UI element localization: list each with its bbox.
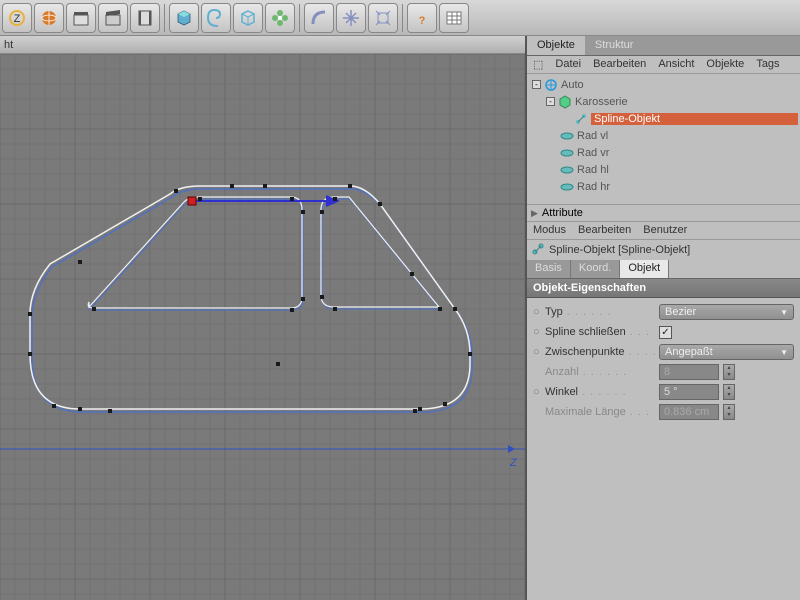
help-button[interactable]: ? bbox=[407, 3, 437, 33]
svg-text:Z: Z bbox=[509, 457, 518, 469]
object-name[interactable]: Rad vl bbox=[577, 130, 798, 142]
object-name[interactable]: Karosserie bbox=[575, 96, 798, 108]
object-icon bbox=[544, 78, 558, 92]
tree-row[interactable]: - Karosserie ✕ bbox=[529, 93, 798, 110]
undo-button[interactable]: Z bbox=[2, 3, 32, 33]
menu-ansicht[interactable]: Ansicht bbox=[658, 58, 694, 71]
object-icon bbox=[560, 146, 574, 160]
properties-panel: ○ Typ . . . . . . Bezier▼ ○ Spline schli… bbox=[527, 298, 800, 600]
spiral-button[interactable] bbox=[201, 3, 231, 33]
spinner: ▴▾ bbox=[723, 364, 735, 380]
Winkel-input[interactable]: 5 ° bbox=[659, 384, 719, 400]
viewport: ht Z bbox=[0, 36, 525, 600]
viewport-canvas[interactable]: Z bbox=[0, 54, 525, 600]
svg-text:Z: Z bbox=[14, 13, 21, 25]
Typ-select[interactable]: Bezier▼ bbox=[659, 304, 794, 320]
object-title: Spline-Objekt [Spline-Objekt] bbox=[549, 244, 690, 256]
chevron-right-icon: ▶ bbox=[531, 208, 538, 219]
menu-bearbeiten[interactable]: Bearbeiten bbox=[593, 58, 646, 71]
attribute-menubar: Modus Bearbeiten Benutzer bbox=[527, 222, 800, 240]
cube2-button[interactable] bbox=[233, 3, 263, 33]
menu-modus[interactable]: Modus bbox=[533, 224, 566, 237]
menu-bearbeiten[interactable]: Bearbeiten bbox=[578, 224, 631, 237]
spinner: ▴▾ bbox=[723, 404, 735, 420]
table-button[interactable] bbox=[439, 3, 469, 33]
prop-row: ○ Winkel . . . . . . 5 °▴▾ bbox=[533, 382, 794, 402]
side-panel: Objekte Struktur ⬚ Datei Bearbeiten Ansicht… bbox=[525, 36, 800, 600]
flower-button[interactable] bbox=[265, 3, 295, 33]
Zwischenpunkte-select[interactable]: Angepaßt▼ bbox=[659, 344, 794, 360]
transform-button[interactable] bbox=[368, 3, 398, 33]
menu-benutzer[interactable]: Benutzer bbox=[643, 224, 687, 237]
object-name[interactable]: Spline-Objekt bbox=[591, 113, 798, 125]
prop-row: Anzahl . . . . . . 8▴▾ bbox=[533, 362, 794, 382]
tree-row[interactable]: - Auto bbox=[529, 76, 798, 93]
Spline schließen-checkbox[interactable]: ✓ bbox=[659, 326, 672, 339]
prop-bullet: ○ bbox=[533, 326, 541, 338]
object-name[interactable]: Rad hr bbox=[577, 181, 798, 193]
object-icon bbox=[560, 129, 574, 143]
prop-label: Typ . . . . . . bbox=[545, 306, 655, 318]
prop-label: Spline schließen . . . . . . bbox=[545, 326, 655, 338]
main-toolbar: Z? bbox=[0, 0, 800, 36]
tree-row[interactable]: Rad hr bbox=[529, 178, 798, 195]
attribute-header[interactable]: ▶ Attribute bbox=[527, 204, 800, 222]
tab-objekte[interactable]: Objekte bbox=[527, 36, 585, 55]
subtab-koord.[interactable]: Koord. bbox=[571, 260, 620, 278]
attribute-subtabs: BasisKoord.Objekt bbox=[527, 260, 800, 278]
clapper2-button[interactable] bbox=[98, 3, 128, 33]
expand-toggle[interactable]: - bbox=[546, 97, 555, 106]
object-title-row: Spline-Objekt [Spline-Objekt] bbox=[527, 240, 800, 260]
prop-row: Maximale Länge . . . . . . 0.836 cm▴▾ bbox=[533, 402, 794, 422]
tree-row[interactable]: Rad vr bbox=[529, 144, 798, 161]
menu-tags[interactable]: Tags bbox=[756, 58, 779, 71]
tree-row[interactable]: Spline-Objekt bbox=[529, 110, 798, 127]
spinner[interactable]: ▴▾ bbox=[723, 384, 735, 400]
prop-row: ○ Typ . . . . . . Bezier▼ bbox=[533, 302, 794, 322]
prop-bullet: ○ bbox=[533, 386, 541, 398]
object-icon bbox=[560, 180, 574, 194]
menu-objekte[interactable]: Objekte bbox=[706, 58, 744, 71]
prop-bullet: ○ bbox=[533, 346, 541, 358]
subtab-basis[interactable]: Basis bbox=[527, 260, 571, 278]
prop-bullet: ○ bbox=[533, 306, 541, 318]
object-menubar: ⬚ Datei Bearbeiten Ansicht Objekte Tags bbox=[527, 56, 800, 74]
object-tree: - Auto - Karosserie ✕ Spline-Objekt Rad … bbox=[527, 74, 800, 204]
menu-datei[interactable]: Datei bbox=[555, 58, 581, 71]
expand-toggle[interactable]: - bbox=[532, 80, 541, 89]
prop-label: Zwischenpunkte . . . . . . bbox=[545, 346, 655, 358]
object-name[interactable]: Rad hl bbox=[577, 164, 798, 176]
object-name[interactable]: Auto bbox=[561, 79, 798, 91]
tab-struktur[interactable]: Struktur bbox=[585, 36, 644, 55]
viewport-tab[interactable]: ht bbox=[0, 36, 525, 54]
cube-button[interactable] bbox=[169, 3, 199, 33]
prop-label: Maximale Länge . . . . . . bbox=[545, 406, 655, 418]
object-icon bbox=[574, 112, 588, 126]
sweep-button[interactable] bbox=[304, 3, 334, 33]
subtab-objekt[interactable]: Objekt bbox=[620, 260, 669, 278]
Anzahl-input: 8 bbox=[659, 364, 719, 380]
prop-label: Anzahl . . . . . . bbox=[545, 366, 655, 378]
attribute-label: Attribute bbox=[542, 207, 583, 219]
svg-text:?: ? bbox=[419, 15, 426, 27]
prop-row: ○ Spline schließen . . . . . . ✓ bbox=[533, 322, 794, 342]
object-name[interactable]: Rad vr bbox=[577, 147, 798, 159]
object-icon bbox=[560, 163, 574, 177]
tree-row[interactable]: Rad vl bbox=[529, 127, 798, 144]
prop-label: Winkel . . . . . . bbox=[545, 386, 655, 398]
clapperboard-button[interactable] bbox=[66, 3, 96, 33]
prop-row: ○ Zwischenpunkte . . . . . . Angepaßt▼ bbox=[533, 342, 794, 362]
expand-button[interactable] bbox=[336, 3, 366, 33]
spline-icon bbox=[531, 242, 545, 259]
film-button[interactable] bbox=[130, 3, 160, 33]
tree-row[interactable]: Rad hl bbox=[529, 161, 798, 178]
menu-icon[interactable]: ⬚ bbox=[533, 58, 543, 71]
globe-button[interactable] bbox=[34, 3, 64, 33]
Maximale Länge-input: 0.836 cm bbox=[659, 404, 719, 420]
object-icon bbox=[558, 95, 572, 109]
properties-group-header: Objekt-Eigenschaften bbox=[527, 278, 800, 298]
panel-tabs: Objekte Struktur bbox=[527, 36, 800, 56]
